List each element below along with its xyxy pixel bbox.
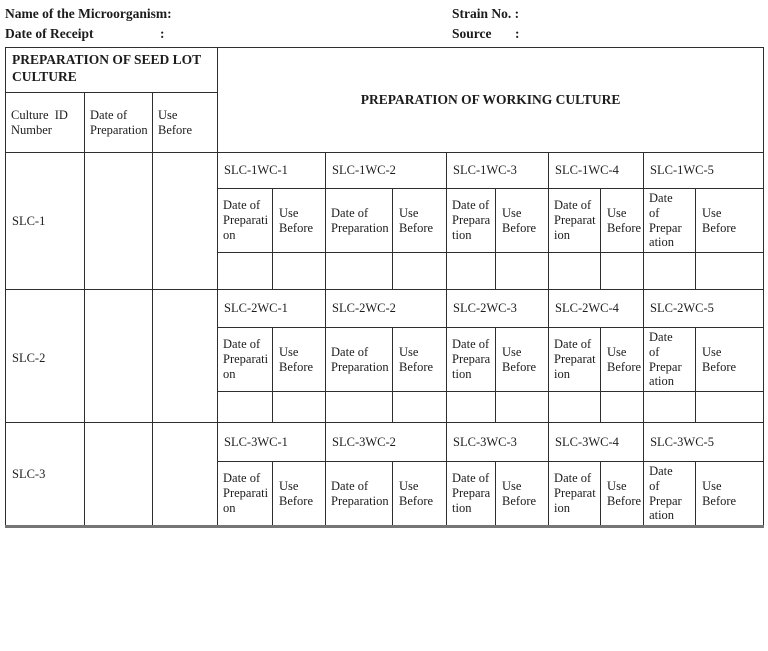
slc2-wc4-header: SLC-2WC-4 xyxy=(548,289,645,328)
empty-entry-cell xyxy=(272,252,327,290)
empty-entry-cell xyxy=(217,391,274,427)
date-of-preparation-header: Date of Preparation xyxy=(548,327,602,392)
culture-id-number-header: Culture ID Number xyxy=(5,92,85,153)
date-of-preparation-header: Date of Preparation xyxy=(217,327,274,392)
use-before-header: Use Before xyxy=(272,188,327,253)
strain-no-label: Strain No. : xyxy=(452,6,520,21)
slc2-id-cell: SLC-2 xyxy=(5,289,85,427)
empty-entry-cell xyxy=(695,252,765,290)
use-before-header: Use Before xyxy=(495,327,550,392)
use-before-header: Use Before xyxy=(392,461,448,528)
slc3-wc2-header: SLC-3WC-2 xyxy=(325,422,448,462)
date-of-preparation-header: Date of Preparation xyxy=(325,461,394,528)
empty-entry-cell xyxy=(495,252,550,290)
slc2-wc3-header: SLC-2WC-3 xyxy=(446,289,550,328)
empty-entry-cell xyxy=(495,391,550,427)
seed-columns-row: Culture ID Number Date of Preparation Us… xyxy=(5,92,764,153)
empty-entry-cell xyxy=(600,252,645,290)
use-before-header: Use Before xyxy=(271,461,327,528)
date-of-preparation-header: Date of Preparation xyxy=(325,188,394,253)
slc1-wc5-header: SLC-1WC-5 xyxy=(643,152,765,189)
date-of-preparation-header: Date of Preparation xyxy=(548,461,602,528)
seed-lot-title-cell: PREPARATION OF SEED LOT CULTURE xyxy=(4,47,219,93)
slc2-wc-name-row: SLC-2 SLC-2WC-1 SLC-2WC-2 SLC-2WC-3 SLC-… xyxy=(5,289,765,427)
empty-entry-cell xyxy=(548,252,602,290)
culture-log-table-slc3: SLC-3 SLC-3WC-1 SLC-3WC-2 SLC-3WC-3 SLC-… xyxy=(5,422,765,528)
empty-entry-cell xyxy=(325,391,394,427)
seed-date-of-preparation-header: Date of Preparation xyxy=(84,92,153,153)
slc2-entry-row xyxy=(6,391,765,427)
slc2-wc1-header: SLC-2WC-1 xyxy=(217,289,327,328)
slc1-id-cell: SLC-1 xyxy=(5,152,85,290)
slc3-wc3-header: SLC-3WC-3 xyxy=(446,422,550,462)
slc1-wc3-header: SLC-1WC-3 xyxy=(446,152,550,189)
date-of-preparation-header: Date of Preparation xyxy=(548,188,602,253)
use-before-header: Use Before xyxy=(695,188,765,253)
date-of-preparation-header: Date of Preparation xyxy=(446,188,497,253)
date-of-preparation-header: Date of Preparation xyxy=(325,327,394,392)
use-before-header: Use Before xyxy=(392,188,448,253)
slc3-id-cell: SLC-3 xyxy=(5,422,85,528)
date-of-preparation-header: Date of Preparation xyxy=(446,461,497,528)
date-of-preparation-header: Date of Preparation xyxy=(217,188,274,253)
empty-entry-cell xyxy=(643,391,697,427)
slc2-wc5-header: SLC-2WC-5 xyxy=(643,289,765,328)
slc2-use-cell xyxy=(151,289,219,427)
slc2-date-cell xyxy=(84,289,153,427)
slc3-wc5-header: SLC-3WC-5 xyxy=(643,422,765,462)
slc1-entry-row xyxy=(6,252,765,290)
date-of-receipt-label: Date of Receipt xyxy=(5,26,94,41)
date-of-preparation-header: Date of Preparation xyxy=(446,327,497,392)
use-before-header: Use Before xyxy=(495,461,550,528)
slc3-subheader-row: Date of Preparation Use Before Date of P… xyxy=(6,461,765,528)
use-before-header: Use Before xyxy=(495,188,550,253)
slc3-date-cell xyxy=(84,422,153,528)
title-row: PREPARATION OF SEED LOT CULTURE PREPARAT… xyxy=(4,47,765,153)
source-colon: : xyxy=(515,26,520,41)
slc1-date-cell xyxy=(84,152,153,290)
slc1-wc2-header: SLC-1WC-2 xyxy=(325,152,448,189)
use-before-header: Use Before xyxy=(600,461,645,528)
date-of-preparation-header: Date of Preparation xyxy=(643,327,697,392)
culture-log-table: PREPARATION OF SEED LOT CULTURE PREPARAT… xyxy=(4,47,765,427)
seed-use-before-header: Use Before xyxy=(151,92,219,153)
empty-entry-cell xyxy=(548,391,602,427)
microorganism-name-label: Name of the Microorganism: xyxy=(5,6,172,21)
slc3-wc1-header: SLC-3WC-1 xyxy=(216,422,327,462)
use-before-header: Use Before xyxy=(600,188,645,253)
use-before-header: Use Before xyxy=(392,327,448,392)
date-of-receipt-colon: : xyxy=(160,26,165,41)
use-before-header: Use Before xyxy=(272,327,327,392)
slc3-wc4-header: SLC-3WC-4 xyxy=(548,422,645,462)
empty-entry-cell xyxy=(392,252,448,290)
slc3-use-cell xyxy=(152,422,218,528)
empty-entry-cell xyxy=(446,252,497,290)
slc1-wc-name-row: SLC-1 SLC-1WC-1 SLC-1WC-2 SLC-1WC-3 SLC-… xyxy=(5,152,765,290)
slc3-wc-name-row: SLC-3 SLC-3WC-1 SLC-3WC-2 SLC-3WC-3 SLC-… xyxy=(5,422,765,528)
slc1-subheader-row: Date of Preparation Use Before Date of P… xyxy=(6,188,765,253)
slc2-wc2-header: SLC-2WC-2 xyxy=(325,289,448,328)
slc1-use-cell xyxy=(151,152,219,290)
empty-entry-cell xyxy=(325,252,394,290)
use-before-header: Use Before xyxy=(600,327,645,392)
date-of-preparation-header: Date of Preparation xyxy=(643,188,697,253)
use-before-header: Use Before xyxy=(695,327,765,392)
date-of-preparation-header: Date of Preparation xyxy=(643,461,697,528)
source-label: Source xyxy=(452,26,492,41)
slc1-wc1-header: SLC-1WC-1 xyxy=(217,152,327,189)
use-before-header: Use Before xyxy=(695,461,765,528)
date-of-preparation-header: Date of Preparation xyxy=(217,461,273,528)
empty-entry-cell xyxy=(217,252,274,290)
working-culture-title-cell: PREPARATION OF WORKING CULTURE xyxy=(217,47,765,153)
empty-entry-cell xyxy=(643,252,697,290)
slc1-wc4-header: SLC-1WC-4 xyxy=(548,152,645,189)
